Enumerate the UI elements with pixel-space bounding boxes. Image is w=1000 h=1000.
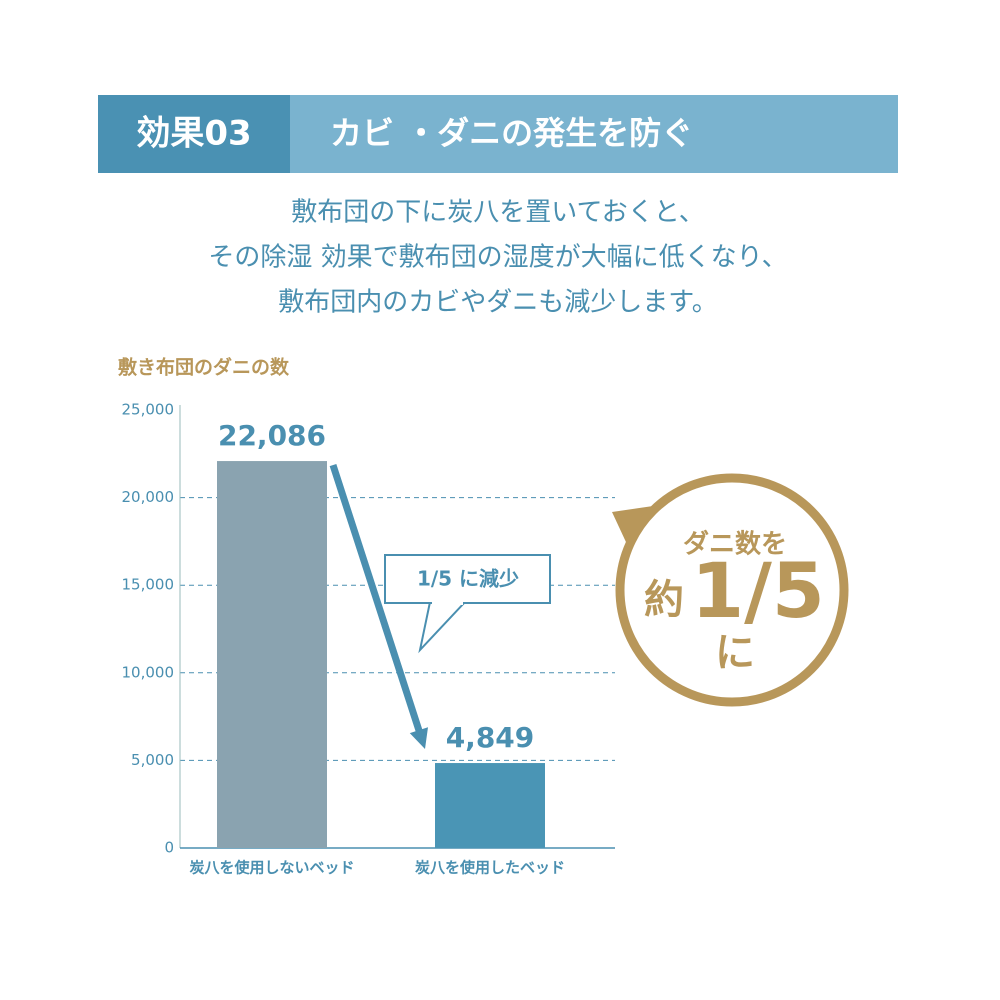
callout-tail bbox=[418, 601, 468, 654]
header-label-box bbox=[98, 95, 290, 173]
y-tick-label: 20,000 bbox=[122, 488, 175, 506]
header-label: 効果03 bbox=[136, 114, 251, 154]
badge bbox=[615, 473, 849, 707]
subtitle-line: その除湿 効果で敷布団の湿度が大幅に低くなり、 bbox=[208, 243, 787, 273]
value-label: 22,086 bbox=[218, 419, 326, 452]
subtitle-line: 敷布団内のカビやダニも減少します。 bbox=[278, 288, 717, 318]
badge-text: ダニ数を bbox=[683, 529, 787, 560]
callout-text: 1/5 に減少 bbox=[417, 567, 519, 591]
bar bbox=[217, 461, 327, 848]
badge-text: に bbox=[715, 630, 755, 676]
badge-text: 1/5 bbox=[691, 546, 825, 635]
header-title: カビ ・ダニの発生を防ぐ bbox=[330, 114, 693, 152]
x-tick-label: 炭八を使用したベッド bbox=[415, 859, 565, 877]
y-tick-label: 0 bbox=[164, 839, 174, 857]
badge-text: 約 bbox=[644, 577, 684, 623]
x-tick-label: 炭八を使用しないベッド bbox=[189, 859, 354, 877]
y-axis-title: 敷き布団のダニの数 bbox=[118, 356, 290, 379]
y-tick-label: 5,000 bbox=[131, 751, 174, 769]
subtitle-line: 敷布団の下に炭八を置いておくと、 bbox=[291, 198, 704, 228]
value-label: 4,849 bbox=[446, 721, 535, 754]
bar bbox=[435, 763, 545, 848]
y-tick-label: 25,000 bbox=[122, 401, 175, 419]
callout-box bbox=[384, 554, 551, 604]
y-tick-label: 15,000 bbox=[122, 576, 175, 594]
arrow-head bbox=[409, 727, 428, 750]
y-tick-label: 10,000 bbox=[122, 663, 175, 681]
arrow-shaft bbox=[329, 463, 423, 734]
callout-joint bbox=[432, 599, 463, 605]
